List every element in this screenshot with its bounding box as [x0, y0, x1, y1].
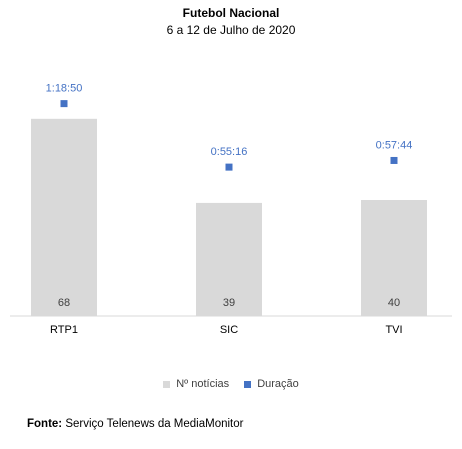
legend-label-noticias: Nº notícias [176, 378, 230, 390]
bar-tvi [361, 200, 427, 316]
legend-item-noticias: Nº notícias [163, 378, 229, 390]
source-note: Fonte: Serviço Telenews da MediaMonitor [27, 418, 243, 430]
bar-rtp1 [31, 118, 97, 316]
chart-legend: Nº notícias Duração [0, 378, 462, 391]
category-label-tvi: TVI [385, 324, 402, 336]
category-label-rtp1: RTP1 [50, 324, 78, 336]
bar-sic [196, 202, 262, 316]
bar-value-label-sic: 39 [223, 297, 235, 309]
category-label-sic: SIC [220, 324, 238, 336]
chart-subtitle: 6 a 12 de Julho de 2020 [166, 23, 296, 37]
legend-swatch-duracao [244, 380, 252, 388]
source-text: Serviço Telenews da MediaMonitor [65, 418, 244, 430]
duration-label-rtp1: 1:18:50 [46, 83, 83, 95]
duration-label-sic: 0:55:16 [211, 146, 248, 158]
duration-label-tvi: 0:57:44 [376, 139, 413, 151]
chart-title: Futebol Nacional [182, 6, 280, 20]
legend-label-duracao: Duração [257, 378, 299, 390]
chart-plot: 68 1:18:50 RTP1 39 0:55:16 SIC 40 0:57:44 TVI [10, 83, 452, 336]
legend-item-duracao: Duração [244, 378, 299, 390]
source-label: Fonte: [27, 418, 63, 430]
duration-marker-rtp1 [60, 100, 68, 108]
bar-value-label-tvi: 40 [388, 297, 400, 309]
legend-swatch-noticias [163, 380, 171, 388]
bar-value-label-rtp1: 68 [58, 297, 70, 309]
duration-marker-tvi [390, 156, 398, 164]
duration-marker-sic [225, 163, 233, 171]
